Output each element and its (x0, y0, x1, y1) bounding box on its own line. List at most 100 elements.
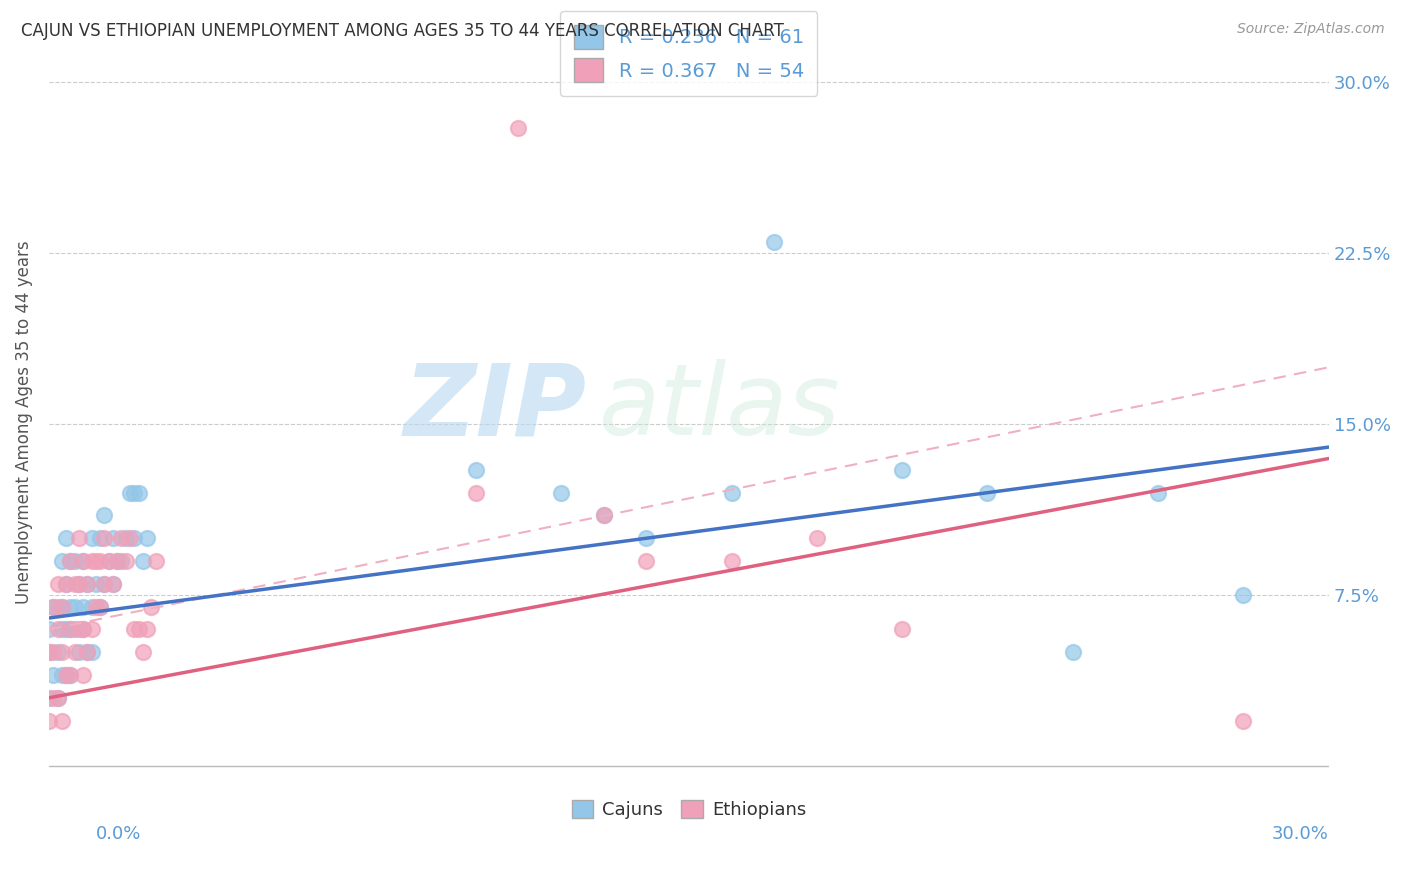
Point (720, 554, 742, 568)
Point (84, 554, 107, 568)
Point (63, 645, 86, 659)
Point (38, 645, 60, 659)
Point (464, 485, 486, 500)
Point (1062, 645, 1084, 659)
Point (464, 463, 486, 477)
Point (55, 577, 77, 591)
Point (592, 508, 614, 523)
Point (101, 577, 124, 591)
Point (132, 554, 155, 568)
Point (63, 623, 86, 637)
Point (636, 554, 658, 568)
Point (806, 531, 828, 545)
Point (136, 531, 159, 545)
Point (55, 668, 77, 682)
Point (51, 623, 73, 637)
Point (55, 668, 77, 682)
Point (67, 577, 90, 591)
Text: 30.0%: 30.0% (1272, 825, 1329, 843)
Point (93, 577, 115, 591)
Point (76, 645, 98, 659)
Point (124, 623, 146, 637)
Point (592, 508, 614, 523)
Point (118, 531, 141, 545)
Point (46, 623, 69, 637)
Point (72, 554, 94, 568)
Point (38, 645, 60, 659)
Text: 0.0%: 0.0% (96, 825, 141, 843)
Point (114, 531, 136, 545)
Point (55, 577, 77, 591)
Point (891, 623, 914, 637)
Point (72, 668, 94, 682)
Point (72, 623, 94, 637)
Point (110, 554, 132, 568)
Point (72, 623, 94, 637)
Point (51, 645, 73, 659)
Point (976, 485, 998, 500)
Point (51, 554, 73, 568)
Point (89, 599, 111, 614)
Point (67, 577, 90, 591)
Point (51, 668, 73, 682)
Text: Source: ZipAtlas.com: Source: ZipAtlas.com (1237, 22, 1385, 37)
Point (67, 623, 90, 637)
Point (720, 485, 742, 500)
Point (46, 577, 69, 591)
Point (38, 623, 60, 637)
Point (59, 668, 82, 682)
Point (51, 714, 73, 728)
Point (97, 554, 120, 568)
Point (80, 554, 103, 568)
Point (42, 599, 65, 614)
Point (38, 714, 60, 728)
Point (93, 577, 115, 591)
Point (118, 485, 141, 500)
Point (84, 599, 107, 614)
Point (80, 645, 103, 659)
Point (42, 645, 65, 659)
Point (72, 554, 94, 568)
Point (51, 599, 73, 614)
Point (42, 690, 65, 705)
Point (42, 599, 65, 614)
Point (55, 531, 77, 545)
Point (59, 554, 82, 568)
Point (124, 531, 146, 545)
Point (63, 577, 86, 591)
Text: ZIP: ZIP (404, 359, 586, 456)
Point (101, 531, 124, 545)
Point (508, 120, 530, 135)
Point (76, 577, 98, 591)
Point (59, 623, 82, 637)
Point (891, 463, 914, 477)
Point (46, 599, 69, 614)
Point (93, 531, 115, 545)
Point (89, 554, 111, 568)
Point (46, 645, 69, 659)
Point (38, 690, 60, 705)
Point (59, 668, 82, 682)
Point (72, 599, 94, 614)
Point (59, 623, 82, 637)
Point (42, 668, 65, 682)
Point (114, 554, 136, 568)
Point (136, 623, 159, 637)
Point (51, 599, 73, 614)
Point (105, 554, 128, 568)
Y-axis label: Unemployment Among Ages 35 to 44 years: Unemployment Among Ages 35 to 44 years (15, 240, 32, 604)
Point (46, 690, 69, 705)
Legend: Cajuns, Ethiopians: Cajuns, Ethiopians (564, 792, 814, 826)
Point (67, 645, 90, 659)
Point (128, 623, 150, 637)
Point (55, 623, 77, 637)
Point (67, 531, 90, 545)
Point (97, 554, 120, 568)
Point (89, 599, 111, 614)
Point (76, 577, 98, 591)
Point (93, 508, 115, 523)
Point (80, 623, 103, 637)
Point (124, 485, 146, 500)
Point (110, 531, 132, 545)
Point (80, 531, 103, 545)
